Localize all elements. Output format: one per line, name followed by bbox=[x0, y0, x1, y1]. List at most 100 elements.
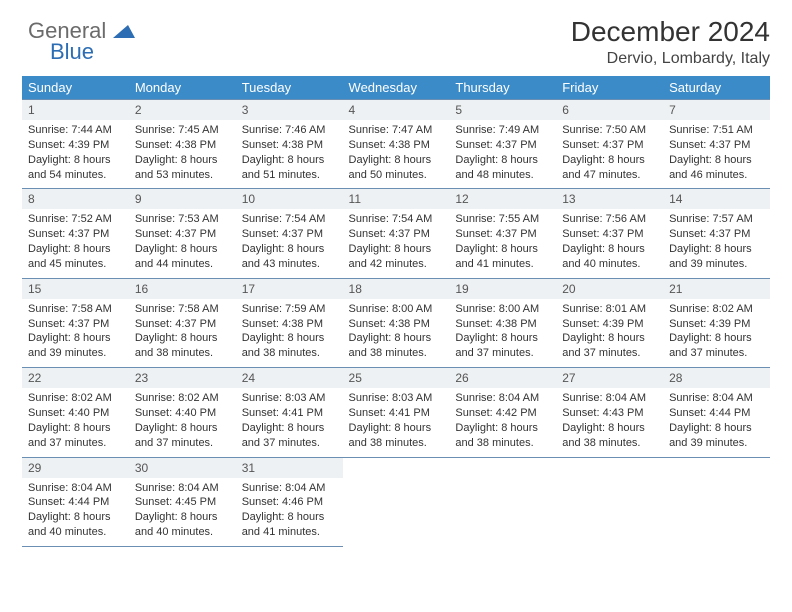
day-info: Sunrise: 7:47 AMSunset: 4:38 PMDaylight:… bbox=[343, 120, 450, 189]
daylight-text: Daylight: 8 hours and 41 minutes. bbox=[455, 242, 550, 272]
sunset-text: Sunset: 4:38 PM bbox=[242, 317, 337, 332]
sunrise-text: Sunrise: 7:44 AM bbox=[28, 123, 123, 138]
day-header: Monday bbox=[129, 76, 236, 100]
daylight-text: Daylight: 8 hours and 38 minutes. bbox=[135, 331, 230, 361]
sunrise-text: Sunrise: 7:54 AM bbox=[242, 212, 337, 227]
daylight-text: Daylight: 8 hours and 46 minutes. bbox=[669, 153, 764, 183]
triangle-icon bbox=[113, 25, 135, 42]
sunrise-text: Sunrise: 8:02 AM bbox=[669, 302, 764, 317]
sunset-text: Sunset: 4:44 PM bbox=[669, 406, 764, 421]
sunrise-text: Sunrise: 8:04 AM bbox=[135, 481, 230, 496]
day-info: Sunrise: 7:45 AMSunset: 4:38 PMDaylight:… bbox=[129, 120, 236, 189]
day-info: Sunrise: 8:04 AMSunset: 4:46 PMDaylight:… bbox=[236, 478, 343, 547]
daylight-text: Daylight: 8 hours and 37 minutes. bbox=[28, 421, 123, 451]
brand-logo: General Blue bbox=[28, 20, 135, 63]
daylight-text: Daylight: 8 hours and 40 minutes. bbox=[28, 510, 123, 540]
daylight-text: Daylight: 8 hours and 53 minutes. bbox=[135, 153, 230, 183]
daylight-text: Daylight: 8 hours and 38 minutes. bbox=[349, 331, 444, 361]
day-number bbox=[663, 457, 770, 478]
day-number: 8 bbox=[22, 189, 129, 210]
daylight-text: Daylight: 8 hours and 37 minutes. bbox=[669, 331, 764, 361]
day-header: Saturday bbox=[663, 76, 770, 100]
day-info: Sunrise: 7:58 AMSunset: 4:37 PMDaylight:… bbox=[22, 299, 129, 368]
day-number: 11 bbox=[343, 189, 450, 210]
calendar-info-row: Sunrise: 7:58 AMSunset: 4:37 PMDaylight:… bbox=[22, 299, 770, 368]
daylight-text: Daylight: 8 hours and 44 minutes. bbox=[135, 242, 230, 272]
day-info: Sunrise: 8:00 AMSunset: 4:38 PMDaylight:… bbox=[449, 299, 556, 368]
daylight-text: Daylight: 8 hours and 39 minutes. bbox=[669, 242, 764, 272]
day-info: Sunrise: 7:55 AMSunset: 4:37 PMDaylight:… bbox=[449, 209, 556, 278]
sunset-text: Sunset: 4:41 PM bbox=[349, 406, 444, 421]
sunset-text: Sunset: 4:43 PM bbox=[562, 406, 657, 421]
day-number: 28 bbox=[663, 368, 770, 389]
day-info: Sunrise: 8:04 AMSunset: 4:43 PMDaylight:… bbox=[556, 388, 663, 457]
day-number: 25 bbox=[343, 368, 450, 389]
daylight-text: Daylight: 8 hours and 45 minutes. bbox=[28, 242, 123, 272]
sunrise-text: Sunrise: 8:03 AM bbox=[349, 391, 444, 406]
day-number: 9 bbox=[129, 189, 236, 210]
daylight-text: Daylight: 8 hours and 47 minutes. bbox=[562, 153, 657, 183]
daylight-text: Daylight: 8 hours and 51 minutes. bbox=[242, 153, 337, 183]
sunrise-text: Sunrise: 7:45 AM bbox=[135, 123, 230, 138]
day-number: 1 bbox=[22, 100, 129, 121]
daylight-text: Daylight: 8 hours and 48 minutes. bbox=[455, 153, 550, 183]
sunset-text: Sunset: 4:37 PM bbox=[455, 227, 550, 242]
day-info: Sunrise: 8:02 AMSunset: 4:40 PMDaylight:… bbox=[129, 388, 236, 457]
calendar-daynum-row: 891011121314 bbox=[22, 189, 770, 210]
day-info: Sunrise: 7:59 AMSunset: 4:38 PMDaylight:… bbox=[236, 299, 343, 368]
day-number: 17 bbox=[236, 278, 343, 299]
sunrise-text: Sunrise: 7:54 AM bbox=[349, 212, 444, 227]
day-info: Sunrise: 7:53 AMSunset: 4:37 PMDaylight:… bbox=[129, 209, 236, 278]
sunset-text: Sunset: 4:37 PM bbox=[669, 227, 764, 242]
day-number: 10 bbox=[236, 189, 343, 210]
day-header: Friday bbox=[556, 76, 663, 100]
day-number: 27 bbox=[556, 368, 663, 389]
day-number bbox=[343, 457, 450, 478]
sunset-text: Sunset: 4:42 PM bbox=[455, 406, 550, 421]
day-header: Sunday bbox=[22, 76, 129, 100]
sunset-text: Sunset: 4:41 PM bbox=[242, 406, 337, 421]
daylight-text: Daylight: 8 hours and 38 minutes. bbox=[349, 421, 444, 451]
day-number: 16 bbox=[129, 278, 236, 299]
sunrise-text: Sunrise: 7:56 AM bbox=[562, 212, 657, 227]
day-number: 5 bbox=[449, 100, 556, 121]
day-number: 14 bbox=[663, 189, 770, 210]
calendar-daynum-row: 1234567 bbox=[22, 100, 770, 121]
sunset-text: Sunset: 4:38 PM bbox=[349, 317, 444, 332]
sunrise-text: Sunrise: 8:02 AM bbox=[28, 391, 123, 406]
calendar-header-row: Sunday Monday Tuesday Wednesday Thursday… bbox=[22, 76, 770, 100]
daylight-text: Daylight: 8 hours and 38 minutes. bbox=[242, 331, 337, 361]
day-number: 24 bbox=[236, 368, 343, 389]
sunset-text: Sunset: 4:38 PM bbox=[242, 138, 337, 153]
sunrise-text: Sunrise: 7:53 AM bbox=[135, 212, 230, 227]
sunrise-text: Sunrise: 8:00 AM bbox=[349, 302, 444, 317]
sunset-text: Sunset: 4:37 PM bbox=[455, 138, 550, 153]
sunset-text: Sunset: 4:46 PM bbox=[242, 495, 337, 510]
day-number: 31 bbox=[236, 457, 343, 478]
day-number: 2 bbox=[129, 100, 236, 121]
sunrise-text: Sunrise: 7:51 AM bbox=[669, 123, 764, 138]
day-info bbox=[556, 478, 663, 547]
sunrise-text: Sunrise: 7:57 AM bbox=[669, 212, 764, 227]
sunset-text: Sunset: 4:39 PM bbox=[28, 138, 123, 153]
sunset-text: Sunset: 4:37 PM bbox=[28, 317, 123, 332]
day-info: Sunrise: 7:56 AMSunset: 4:37 PMDaylight:… bbox=[556, 209, 663, 278]
day-number: 26 bbox=[449, 368, 556, 389]
sunset-text: Sunset: 4:45 PM bbox=[135, 495, 230, 510]
day-info: Sunrise: 8:03 AMSunset: 4:41 PMDaylight:… bbox=[343, 388, 450, 457]
calendar-daynum-row: 22232425262728 bbox=[22, 368, 770, 389]
daylight-text: Daylight: 8 hours and 38 minutes. bbox=[455, 421, 550, 451]
sunset-text: Sunset: 4:37 PM bbox=[669, 138, 764, 153]
day-info: Sunrise: 8:00 AMSunset: 4:38 PMDaylight:… bbox=[343, 299, 450, 368]
day-number: 3 bbox=[236, 100, 343, 121]
calendar-daynum-row: 15161718192021 bbox=[22, 278, 770, 299]
sunrise-text: Sunrise: 7:52 AM bbox=[28, 212, 123, 227]
day-info: Sunrise: 8:04 AMSunset: 4:44 PMDaylight:… bbox=[22, 478, 129, 547]
daylight-text: Daylight: 8 hours and 54 minutes. bbox=[28, 153, 123, 183]
daylight-text: Daylight: 8 hours and 39 minutes. bbox=[28, 331, 123, 361]
calendar-table: Sunday Monday Tuesday Wednesday Thursday… bbox=[22, 76, 770, 547]
day-info: Sunrise: 7:54 AMSunset: 4:37 PMDaylight:… bbox=[236, 209, 343, 278]
sunset-text: Sunset: 4:37 PM bbox=[135, 227, 230, 242]
calendar-info-row: Sunrise: 8:02 AMSunset: 4:40 PMDaylight:… bbox=[22, 388, 770, 457]
day-number: 23 bbox=[129, 368, 236, 389]
